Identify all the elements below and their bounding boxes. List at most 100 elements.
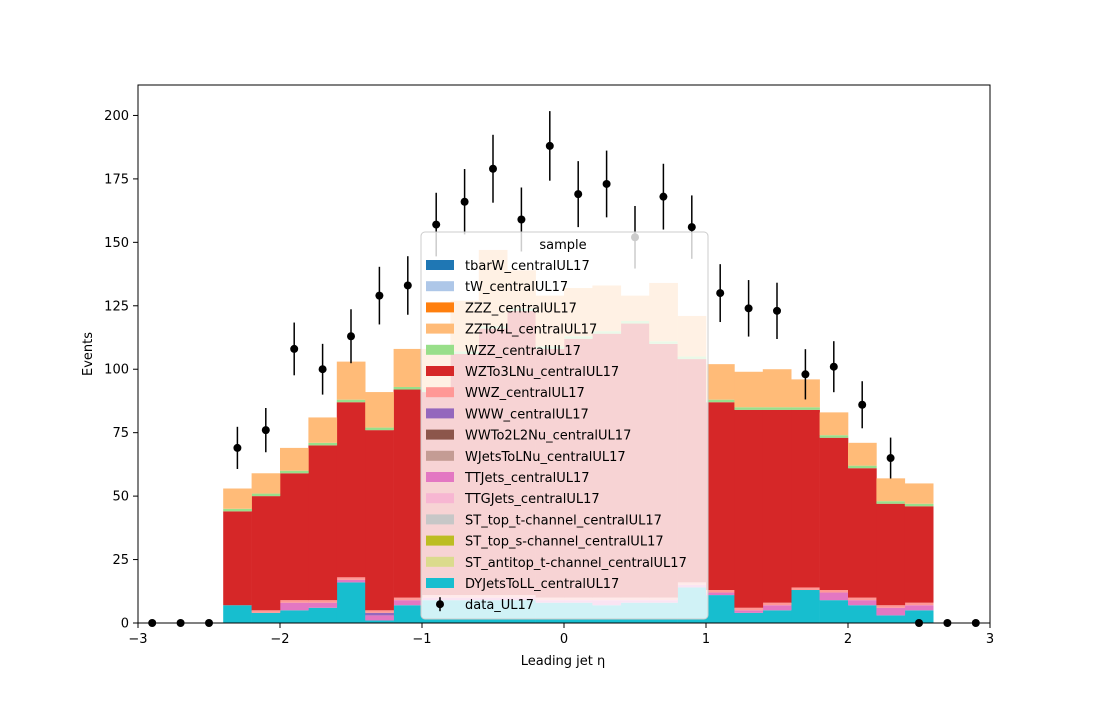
data-point bbox=[261, 408, 270, 453]
legend-entry-st-top-s-channel-centralul17: ST_top_s-channel_centralUL17 bbox=[426, 535, 664, 550]
y-tick-label: 175 bbox=[104, 172, 129, 187]
y-tick-label: 125 bbox=[104, 299, 129, 314]
y-tick-label: 25 bbox=[112, 553, 129, 568]
data-marker bbox=[716, 289, 725, 298]
bar-segment bbox=[223, 605, 252, 623]
data-point bbox=[318, 343, 327, 395]
data-point bbox=[233, 426, 242, 469]
x-tick-label: 0 bbox=[560, 632, 568, 647]
bar-segment bbox=[791, 590, 820, 623]
bar-segment bbox=[393, 600, 423, 606]
bar-segment bbox=[904, 610, 934, 623]
legend-label: WWTo2L2Nu_centralUL17 bbox=[465, 429, 631, 444]
legend-label: tW_centralUL17 bbox=[465, 280, 568, 295]
legend-label: ST_antitop_t-channel_centralUL17 bbox=[465, 556, 687, 571]
data-point bbox=[858, 381, 867, 429]
legend-swatch bbox=[426, 535, 454, 546]
bar-segment bbox=[251, 612, 281, 623]
legend-swatch bbox=[426, 514, 454, 525]
bar-segment bbox=[876, 607, 906, 616]
bar-segment bbox=[393, 597, 423, 601]
y-tick-label: 150 bbox=[104, 236, 129, 251]
legend-swatch bbox=[426, 323, 454, 334]
legend-swatch bbox=[426, 408, 454, 419]
legend-swatch bbox=[426, 366, 454, 376]
bar-segment bbox=[308, 607, 338, 623]
bar-segment bbox=[848, 468, 877, 598]
legend-label: WZTo3LNu_centralUL17 bbox=[465, 365, 619, 380]
legend-label: WWZ_centralUL17 bbox=[465, 386, 585, 401]
bar-segment bbox=[280, 470, 309, 474]
bar-segment bbox=[848, 465, 877, 469]
series-www-centralul17 bbox=[365, 612, 394, 616]
legend-entry-st-antitop-t-channel-centralul17: ST_antitop_t-channel_centralUL17 bbox=[426, 556, 687, 571]
legend-entry-wzz-centralul17: WZZ_centralUL17 bbox=[426, 344, 581, 359]
bar-segment bbox=[365, 430, 394, 611]
bar-segment bbox=[876, 501, 906, 504]
legend-label: ST_top_t-channel_centralUL17 bbox=[465, 513, 662, 528]
data-marker bbox=[460, 197, 469, 206]
legend-entry-data-ul17: data_UL17 bbox=[436, 597, 534, 613]
data-marker bbox=[659, 192, 668, 201]
bar-segment bbox=[336, 402, 366, 578]
legend: sample tbarW_centralUL17 tW_centralUL17 ZZ… bbox=[420, 231, 709, 620]
x-tick-label: −2 bbox=[270, 632, 289, 647]
data-point bbox=[574, 161, 583, 228]
bar-segment bbox=[706, 590, 735, 593]
legend-entry-tw-centralul17: tW_centralUL17 bbox=[426, 280, 568, 295]
data-point bbox=[375, 266, 384, 325]
legend-swatch bbox=[426, 281, 454, 292]
bar-segment bbox=[876, 478, 906, 502]
data-point bbox=[489, 134, 497, 203]
bar-segment bbox=[365, 610, 394, 613]
data-point bbox=[347, 309, 355, 364]
x-axis-label: Leading jet η bbox=[521, 654, 606, 669]
bar-segment bbox=[223, 508, 252, 512]
data-marker bbox=[801, 370, 810, 379]
data-point bbox=[290, 322, 299, 376]
legend-swatch bbox=[426, 472, 454, 482]
data-marker bbox=[886, 454, 895, 463]
x-tick-label: −3 bbox=[128, 632, 147, 647]
bar-segment bbox=[706, 364, 735, 400]
data-marker bbox=[375, 291, 384, 300]
legend-swatch bbox=[426, 450, 454, 461]
data-marker bbox=[347, 332, 355, 341]
bar-segment bbox=[819, 590, 849, 593]
legend-label: WZZ_centralUL17 bbox=[465, 344, 581, 359]
data-marker bbox=[744, 304, 753, 313]
bar-segment bbox=[762, 610, 792, 623]
data-marker bbox=[829, 362, 838, 371]
bar-segment bbox=[762, 409, 792, 603]
bar-segment bbox=[336, 582, 366, 623]
bar-segment bbox=[393, 389, 423, 598]
bar-segment bbox=[876, 615, 906, 623]
legend-marker bbox=[436, 600, 444, 609]
legend-entries: tbarW_centralUL17 tW_centralUL17 ZZZ_centr… bbox=[426, 259, 687, 613]
data-marker bbox=[233, 443, 242, 452]
data-marker bbox=[687, 223, 696, 232]
bar-segment bbox=[904, 602, 934, 606]
legend-entry-zzto4l-centralul17: ZZTo4L_centralUL17 bbox=[426, 323, 597, 338]
axes: −3 −2 −1 0 1 2 3 0 25 50 75 100 125 150 175 200 bbox=[104, 109, 994, 647]
bar-segment bbox=[819, 600, 849, 623]
legend-label: tbarW_centralUL17 bbox=[465, 259, 590, 274]
data-marker bbox=[602, 179, 611, 188]
data-marker bbox=[318, 365, 327, 374]
data-marker bbox=[432, 220, 441, 229]
data-point bbox=[403, 256, 412, 315]
data-point bbox=[801, 349, 810, 400]
bar-segment bbox=[734, 407, 764, 410]
bar-segment bbox=[848, 597, 877, 601]
legend-swatch bbox=[426, 578, 454, 588]
bar-segment bbox=[819, 412, 849, 436]
bar-segment bbox=[308, 417, 338, 443]
data-marker bbox=[574, 190, 583, 199]
data-point bbox=[829, 341, 838, 393]
bar-segment bbox=[734, 610, 764, 613]
legend-entry-ttgjets-centralul17: TTGJets_centralUL17 bbox=[426, 492, 600, 507]
bar-segment bbox=[819, 437, 849, 591]
bar-segment bbox=[734, 612, 764, 623]
